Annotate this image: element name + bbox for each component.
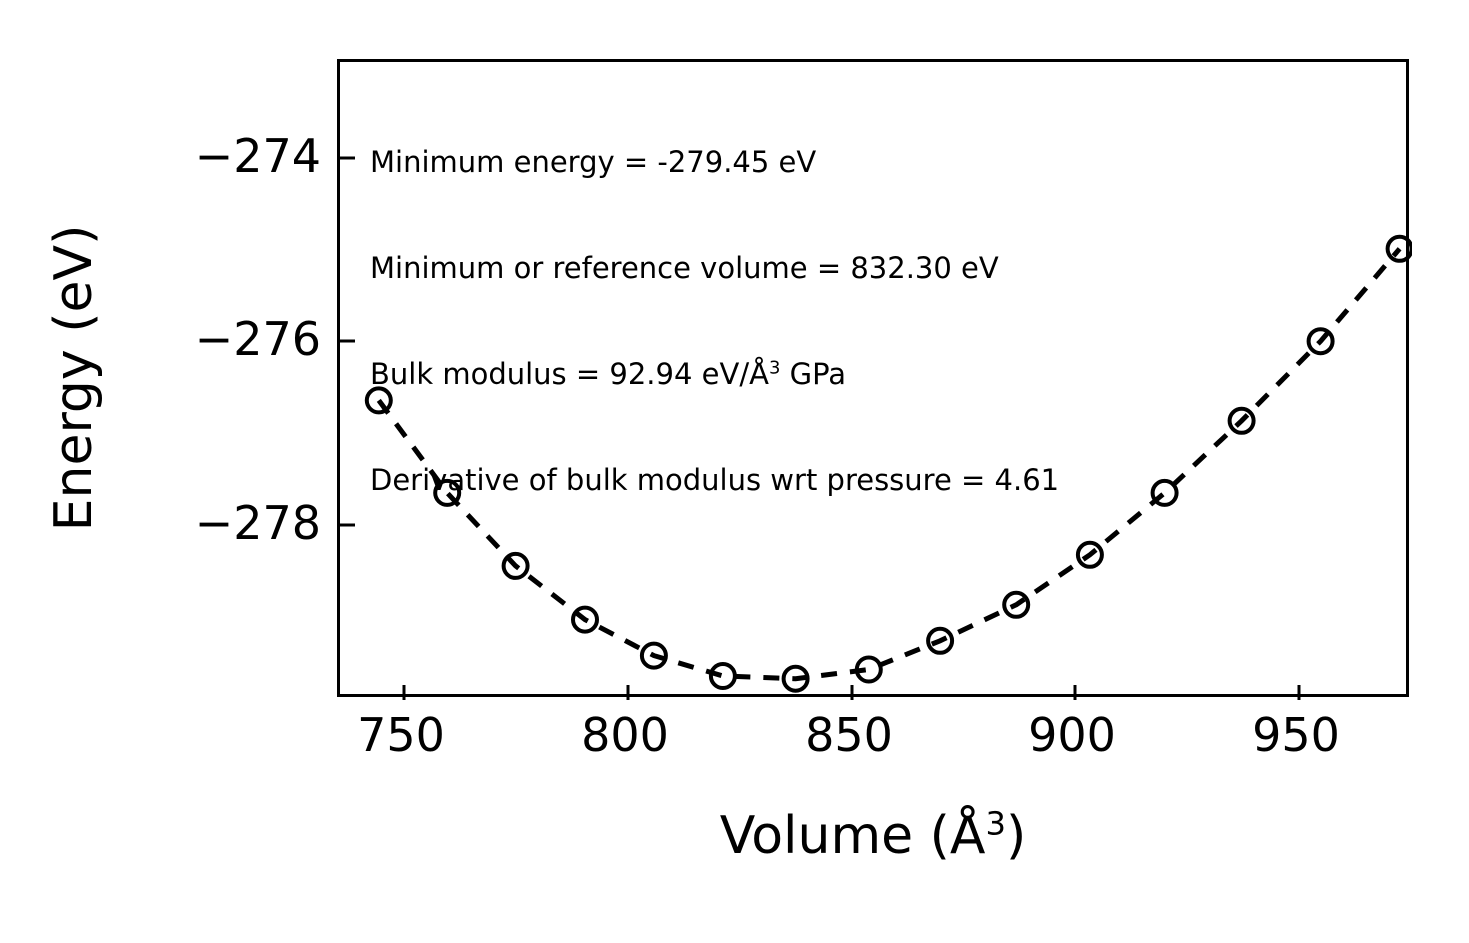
eos-annotation-text: Minimum energy = -279.45 eV Minimum or r… [370,74,1270,569]
data-point [926,626,955,655]
x-tick-label-1: 800 [581,708,669,762]
annotation-line-minimum-energy: Minimum energy = -279.45 eV [370,144,817,179]
data-point [501,551,530,580]
x-tick-label-3: 900 [1028,708,1116,762]
y-tick-label-0: −274 [194,129,321,183]
annotation-line-bulk-modulus: Bulk modulus = 92.94 eV/Å3 GPa [370,357,1270,392]
eos-dashed-line [376,247,1402,682]
data-point [1150,478,1179,507]
bulk-modulus-prefix: Bulk modulus = 92.94 eV/Å [370,357,769,391]
x-axis-label-prefix: Volume (Å [719,806,986,866]
data-point [1306,327,1335,356]
x-axis-label-suffix: ) [1006,806,1027,866]
y-axis-label: Energy (eV) [44,224,104,532]
y-tick-label-2: −278 [194,496,321,550]
eos-curve-svg [340,156,1412,700]
plot-axes [337,59,1412,700]
data-point [1385,234,1412,263]
y-tick-label-1: −276 [194,312,321,366]
data-point [433,478,462,507]
data-point [364,386,393,415]
y-tick-marks [340,156,355,527]
data-point [1075,540,1104,569]
eos-data-markers [364,234,1412,693]
data-point [1002,590,1031,619]
bulk-modulus-superscript: 3 [768,357,781,379]
annotation-line-bulk-modulus-derivative: Derivative of bulk modulus wrt pressure … [370,463,1060,498]
data-point [781,664,810,693]
annotation-line-minimum-volume: Minimum or reference volume = 832.30 eV [370,250,999,285]
bulk-modulus-suffix: GPa [780,357,847,391]
data-point [854,655,883,684]
data-point [571,605,599,634]
data-point [639,641,668,670]
x-tick-label-4: 950 [1252,708,1340,762]
x-tick-marks [402,685,1301,700]
x-axis-label-superscript: 3 [985,804,1006,843]
x-tick-label-2: 850 [805,708,893,762]
data-point [708,662,737,690]
x-tick-label-0: 750 [357,708,445,762]
x-axis-label: Volume (Å3) [337,805,1409,867]
data-point [1227,406,1256,435]
